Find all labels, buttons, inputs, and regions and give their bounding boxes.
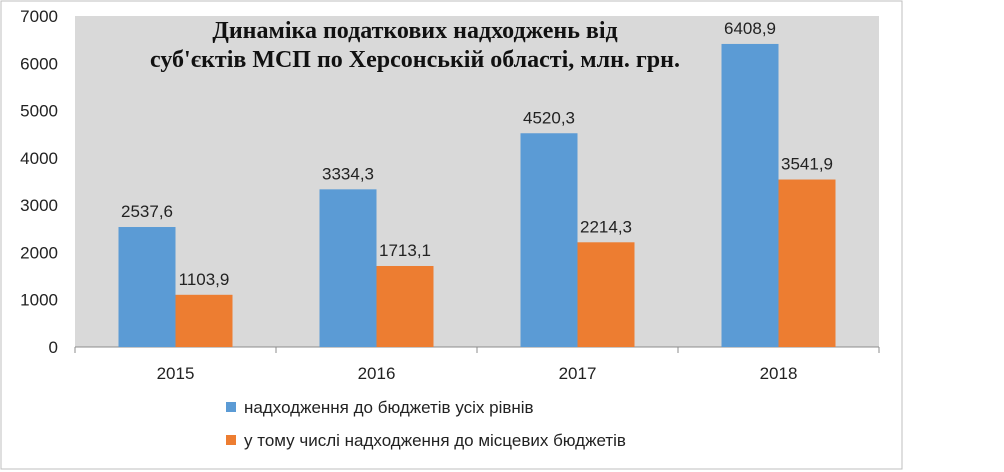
y-tick-label: 4000 xyxy=(20,149,58,168)
data-label-series-1-2017: 4520,3 xyxy=(523,108,575,127)
y-tick-label: 7000 xyxy=(20,7,58,26)
bar-series-1-2016 xyxy=(319,189,377,347)
chart-title-line-1: Динаміка податкових надходжень від xyxy=(212,18,617,44)
bar-series-1-2018 xyxy=(721,43,779,347)
data-label-series-2-2018: 3541,9 xyxy=(781,155,833,174)
y-tick-label: 6000 xyxy=(20,54,58,73)
y-tick-label: 1000 xyxy=(20,291,58,310)
y-axis: 0 1000 2000 3000 4000 5000 6000 7000 xyxy=(20,7,58,357)
data-label-series-1-2018: 6408,9 xyxy=(724,19,776,38)
chart-title: Динаміка податкових надходжень від суб'є… xyxy=(150,18,680,73)
x-tick-label: 2016 xyxy=(358,364,396,383)
bar-series-2-2016 xyxy=(376,265,434,347)
bars xyxy=(118,43,836,347)
data-label-series-2-2016: 1713,1 xyxy=(379,241,431,260)
data-label-series-1-2016: 3334,3 xyxy=(322,164,374,183)
data-label-series-1-2015: 2537,6 xyxy=(121,202,173,221)
chart-title-line-2: суб'єктів МСП по Херсонській області, мл… xyxy=(150,47,680,73)
legend-label-series-2: у тому числі надходження до місцевих бюд… xyxy=(244,431,626,450)
legend-swatch-series-2 xyxy=(226,435,236,445)
y-tick-label: 0 xyxy=(49,338,58,357)
x-tick-label: 2017 xyxy=(559,364,597,383)
y-tick-label: 2000 xyxy=(20,243,58,262)
y-tick-label: 3000 xyxy=(20,196,58,215)
bar-series-2-2017 xyxy=(577,242,635,347)
legend-swatch-series-1 xyxy=(226,402,236,412)
x-tick-label: 2018 xyxy=(760,364,798,383)
bar-series-2-2015 xyxy=(175,294,233,347)
legend-label-series-1: надходження до бюджетів усіх рівнів xyxy=(244,398,534,417)
legend: надходження до бюджетів усіх рівнів у то… xyxy=(226,398,626,450)
y-tick-label: 5000 xyxy=(20,102,58,121)
data-label-series-2-2017: 2214,3 xyxy=(580,217,632,236)
data-labels: 2537,6 3334,3 4520,3 6408,9 1103,9 1713,1 2214… xyxy=(121,19,833,289)
bar-series-2-2018 xyxy=(778,179,836,347)
data-label-series-2-2015: 1103,9 xyxy=(179,270,230,289)
x-tick-label: 2015 xyxy=(157,364,195,383)
bar-series-1-2015 xyxy=(118,227,176,347)
bar-series-1-2017 xyxy=(520,133,578,347)
